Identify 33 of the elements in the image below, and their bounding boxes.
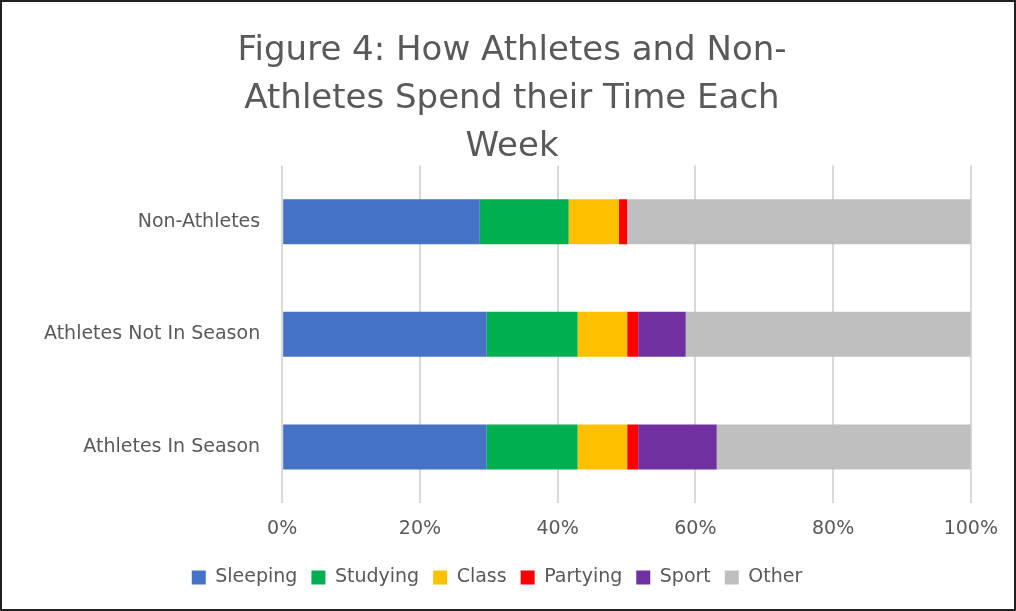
bar	[627, 199, 971, 245]
legend-label: Partying	[544, 564, 623, 587]
bar	[486, 424, 578, 470]
x-tick-label: 100%	[943, 515, 998, 538]
bar	[577, 311, 628, 357]
bar	[479, 199, 569, 245]
chart-title: Figure 4: How Athletes and Non-Athletes Spend their Time Each Week	[236, 27, 788, 166]
bar	[638, 424, 717, 470]
legend-label: Studying	[334, 564, 420, 587]
legend-label: Class	[456, 564, 507, 587]
y-tick-label: Athletes Not In Season	[44, 321, 261, 344]
bar	[716, 424, 971, 470]
x-tick-label: 40%	[536, 515, 579, 538]
legend-label: Sport	[659, 564, 711, 587]
legend-label: Other	[748, 564, 803, 587]
bar	[283, 199, 480, 245]
bar	[283, 424, 487, 470]
y-tick-label: Non-Athletes	[137, 208, 261, 231]
x-tick-label: 60%	[674, 515, 717, 538]
bar	[577, 424, 628, 470]
bar	[627, 311, 639, 357]
bar	[638, 311, 686, 357]
bar	[685, 311, 971, 357]
y-tick-label: Athletes In Season	[83, 433, 261, 456]
bar	[627, 424, 639, 470]
x-tick-label: 0%	[267, 515, 298, 538]
x-tick-label: 20%	[398, 515, 442, 538]
bar	[618, 199, 628, 245]
x-tick-label: 80%	[811, 515, 855, 538]
bar	[568, 199, 619, 245]
bar	[486, 311, 578, 357]
legend-label: Sleeping	[215, 564, 298, 587]
bar	[283, 311, 487, 357]
